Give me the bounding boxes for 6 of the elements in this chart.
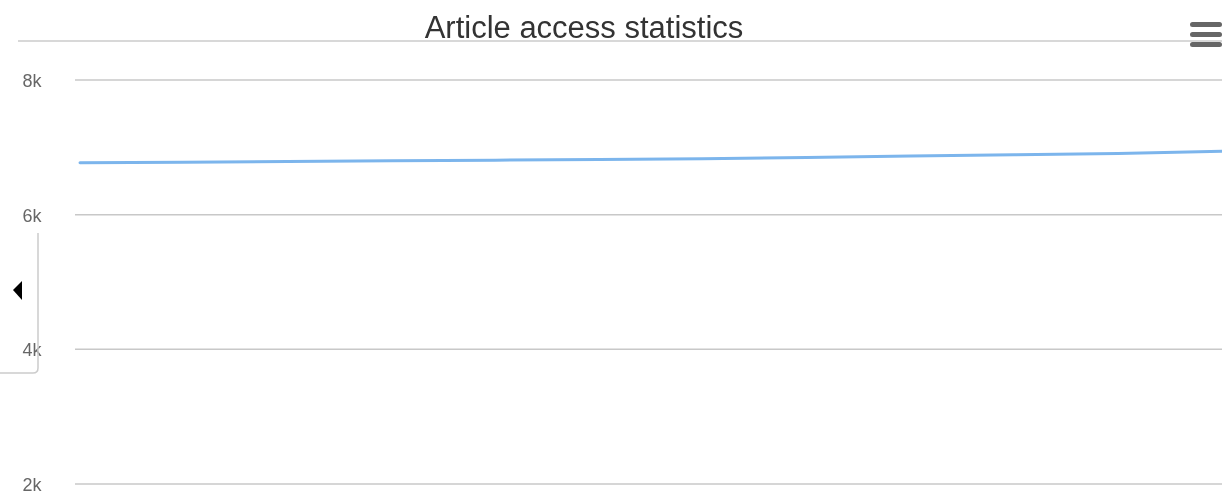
chart-title: Article access statistics: [424, 10, 744, 45]
y-tick-label: 6k: [22, 205, 43, 226]
line-series: [78, 149, 1222, 165]
y-tick-label: 2k: [22, 475, 43, 493]
y-tick-label: 4k: [22, 340, 43, 361]
y-tick-label: 8k: [22, 71, 43, 91]
